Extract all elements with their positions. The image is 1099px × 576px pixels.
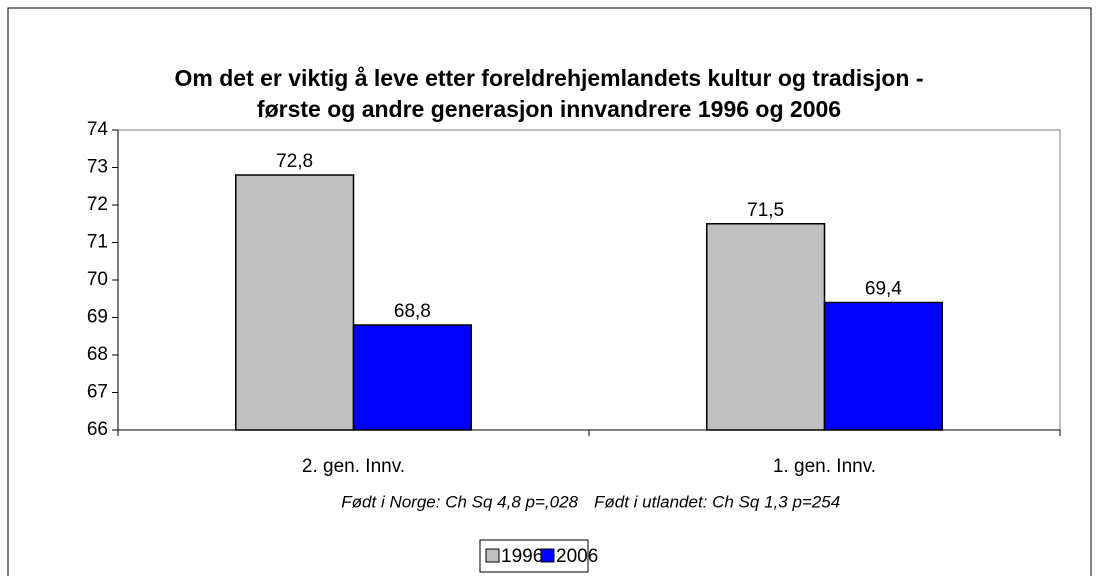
chart-title: første og andre generasjon innvandrere 1… [257,96,841,122]
y-tick-label: 67 [87,382,108,403]
x-tick-label: 2. gen. Innv. [302,456,405,477]
y-tick-label: 74 [87,119,109,140]
bar [823,301,943,431]
y-tick-label: 71 [87,232,108,253]
y-tick-label: 73 [87,157,108,178]
y-tick-label: 69 [87,307,108,328]
data-label: 71,5 [747,200,784,221]
y-tick-label: 66 [87,419,108,440]
x-tick-label: 1. gen. Innv. [773,456,876,477]
y-tick-label: 72 [87,194,108,215]
y-tick-label: 70 [87,269,108,290]
chart-border [7,7,1092,576]
y-tick-label: 68 [87,344,108,365]
bar [235,174,355,431]
legend-label: 1996 [501,546,543,567]
data-label: 72,8 [276,151,313,172]
chart-title: Om det er viktig å leve etter foreldrehj… [175,65,924,91]
annotation: Født i utlandet: Ch Sq 1,3 p=254 [594,492,840,511]
legend-swatch [540,548,555,563]
annotation: Født i Norge: Ch Sq 4,8 p=,028 [341,492,578,511]
data-label: 68,8 [394,301,431,322]
legend-swatch [485,548,500,563]
bar [352,324,472,431]
legend-label: 2006 [556,546,598,567]
data-label: 69,4 [865,279,902,300]
bar [706,223,826,431]
